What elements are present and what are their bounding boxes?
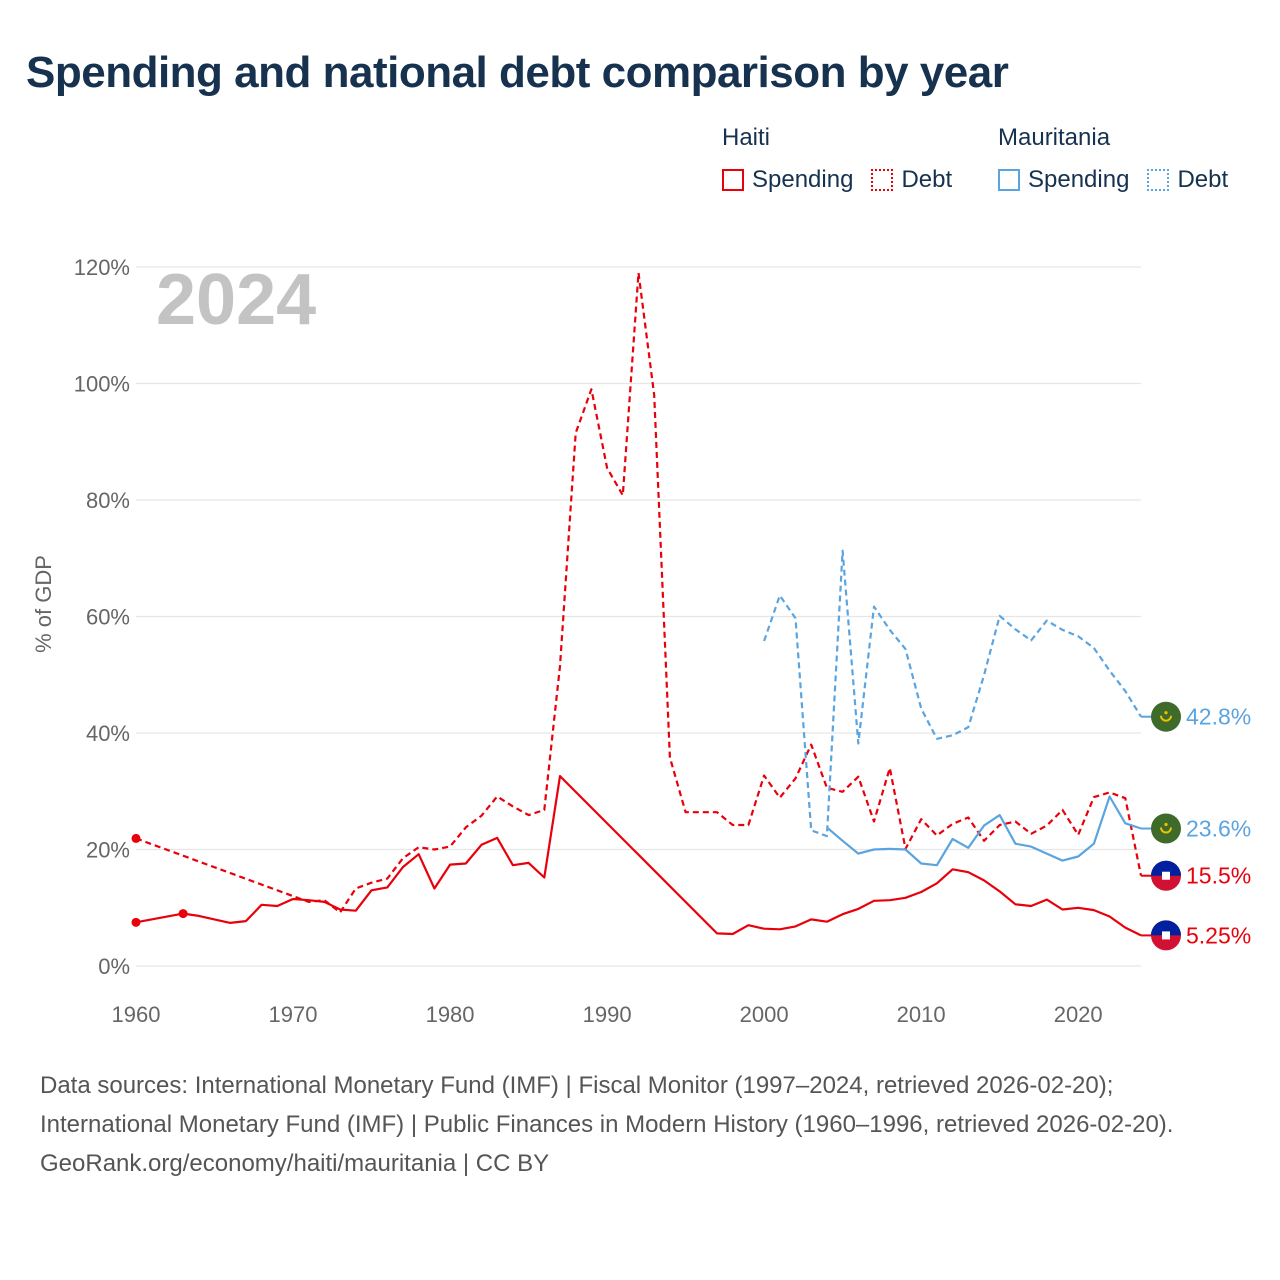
legend-haiti-debt[interactable]: Debt <box>871 166 952 194</box>
legend-country-haiti: Haiti <box>722 124 771 151</box>
end-label-mauritania-spending: 23.6% <box>1186 816 1251 842</box>
legend-mauritania-spending-label: Spending <box>1028 166 1130 193</box>
legend-haiti: Haiti Spending Debt <box>722 124 970 194</box>
y-tick-label-20: 20% <box>86 838 130 863</box>
flag-haiti-emblem-haiti-spending <box>1162 931 1170 940</box>
chart-title: Spending and national debt comparison by… <box>26 48 1009 97</box>
y-axis-label: % of GDP <box>31 555 56 653</box>
y-tick-label-120: 120% <box>74 255 130 280</box>
end-label-mauritania-debt: 42.8% <box>1186 704 1251 730</box>
legend-mauritania-debt[interactable]: Debt <box>1147 166 1228 194</box>
year-watermark: 2024 <box>156 260 316 340</box>
x-tick-label-2000: 2000 <box>740 1002 789 1027</box>
x-tick-label-2020: 2020 <box>1054 1002 1103 1027</box>
footer: Data sources: International Monetary Fun… <box>40 1066 1240 1183</box>
flag-mauritania-star-mauritania-spending <box>1164 822 1168 827</box>
end-label-haiti-debt: 15.5% <box>1186 863 1251 889</box>
series-point-haiti-debt-0 <box>131 833 141 843</box>
series-line-haiti-spending <box>135 775 1142 937</box>
y-tick-label-60: 60% <box>86 605 130 630</box>
data-sources: Data sources: International Monetary Fun… <box>40 1072 1174 1138</box>
y-tick-label-0: 0% <box>98 954 130 979</box>
flag-mauritania-crescent-mauritania-spending <box>1160 827 1172 834</box>
legend-mauritania-spending[interactable]: Spending <box>998 166 1129 194</box>
x-tick-label-1970: 1970 <box>269 1002 318 1027</box>
end-label-haiti-spending: 5.25% <box>1186 922 1251 948</box>
y-tick-label-100: 100% <box>74 372 130 397</box>
series-line-mauritania-debt <box>763 549 1142 838</box>
x-tick-label-1990: 1990 <box>583 1002 632 1027</box>
series-line-mauritania-spending <box>826 795 1142 867</box>
flag-haiti-top-haiti-debt <box>1151 860 1181 876</box>
y-tick-label-40: 40% <box>86 721 130 746</box>
legend-mauritania-debt-swatch <box>1147 169 1170 191</box>
flag-mauritania-crescent-mauritania-debt <box>1160 715 1172 722</box>
credit-link[interactable]: GeoRank.org/economy/haiti/mauritania | C… <box>40 1150 550 1177</box>
series-point-haiti-spending-0 <box>131 917 141 927</box>
flag-haiti-emblem-haiti-debt <box>1162 871 1170 880</box>
legend-country-mauritania: Mauritania <box>998 124 1111 151</box>
series-line-haiti-debt <box>135 271 1143 914</box>
legend-haiti-debt-label: Debt <box>901 166 953 193</box>
line-chart: 0% 20% 40% 60% 80% 100% 120% 1960 1970 1980 1990 20… <box>31 255 1251 1027</box>
legend-haiti-spending-label: Spending <box>752 166 854 193</box>
flag-mauritania-mauritania-debt <box>1151 701 1181 732</box>
series-point-haiti-spending-1 <box>178 909 188 919</box>
x-tick-label-2010: 2010 <box>897 1002 946 1027</box>
y-tick-label-80: 80% <box>86 488 130 513</box>
flag-mauritania-mauritania-spending <box>1151 813 1181 844</box>
legend-haiti-spending-swatch <box>722 169 744 191</box>
flag-mauritania-star-mauritania-debt <box>1164 711 1168 715</box>
legend-mauritania-debt-label: Debt <box>1177 166 1229 193</box>
legend-mauritania: Mauritania Spending Debt <box>998 124 1228 194</box>
flag-haiti-top-haiti-spending <box>1151 920 1181 936</box>
x-tick-label-1960: 1960 <box>112 1002 161 1027</box>
legend-haiti-spending[interactable]: Spending <box>722 166 853 194</box>
legend-haiti-debt-swatch <box>871 169 894 191</box>
x-tick-label-1980: 1980 <box>426 1002 475 1027</box>
legend-mauritania-spending-swatch <box>998 169 1020 191</box>
